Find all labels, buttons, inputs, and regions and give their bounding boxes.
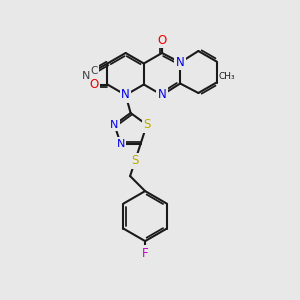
Text: N: N	[116, 139, 125, 149]
Text: O: O	[90, 78, 99, 91]
Text: S: S	[131, 154, 139, 167]
Text: N: N	[176, 56, 184, 69]
Text: N: N	[110, 120, 118, 130]
Text: F: F	[142, 247, 148, 260]
Text: N: N	[82, 71, 90, 81]
Text: N: N	[121, 88, 130, 101]
Text: N: N	[158, 88, 166, 101]
Text: O: O	[158, 34, 166, 46]
Text: S: S	[143, 118, 151, 131]
Text: CH₃: CH₃	[219, 72, 235, 81]
Text: C: C	[91, 66, 98, 76]
